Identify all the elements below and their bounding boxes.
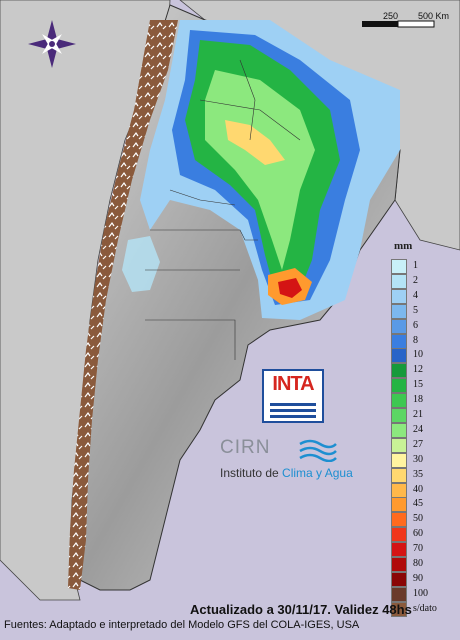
legend-swatch (391, 497, 407, 513)
legend-swatch (391, 557, 407, 572)
legend-item: 8 (391, 333, 460, 349)
legend-item: 4 (391, 288, 460, 304)
legend-item: 1 (391, 259, 460, 274)
legend-label: 30 (413, 453, 423, 465)
legend-label: 40 (413, 483, 423, 495)
precip-red (278, 278, 302, 298)
legend-label: 4 (413, 289, 418, 301)
legend-swatch (391, 288, 407, 304)
province-borders (145, 59, 301, 360)
institute-highlight: Clima y Agua (282, 466, 353, 480)
legend-label: 100 (413, 587, 428, 599)
legend-item: 10 (391, 348, 460, 364)
andes-no-data (68, 20, 178, 590)
legend-label: 27 (413, 438, 423, 450)
legend-swatch (391, 586, 407, 602)
legend-label: 10 (413, 349, 423, 361)
legend-swatch (391, 452, 407, 468)
legend-item: 2 (391, 273, 460, 289)
cirn-logo-text: CIRN (220, 437, 271, 458)
legend-label: 70 (413, 543, 423, 555)
update-validity-text: Actualizado a 30/11/17. Validez 48hs (190, 602, 412, 617)
inta-logo: INTA (262, 369, 324, 423)
scale-label-mid: 250 (383, 11, 399, 21)
legend-label: s/dato (413, 602, 437, 614)
precip-light-green (205, 70, 315, 270)
legend-label: 21 (413, 409, 423, 420)
legend-swatch (391, 467, 407, 483)
institute-name: Instituto de Clima y Agua (220, 466, 353, 480)
legend-item: 15 (391, 378, 460, 394)
compass-rose-icon (28, 20, 76, 68)
legend-swatch (391, 303, 407, 319)
institute-prefix: Instituto de (220, 466, 283, 480)
legend-swatch (391, 422, 407, 438)
legend-swatch (391, 601, 407, 617)
legend-item: 60 (391, 527, 460, 543)
water-waves-icon (299, 439, 337, 462)
scale-label-end: 500 Km (418, 11, 450, 21)
legend-label: 6 (413, 319, 418, 331)
scale-bar (362, 20, 435, 28)
inta-logo-text: INTA (272, 373, 314, 395)
legend-swatch (391, 318, 407, 334)
legend-label: 90 (413, 572, 423, 584)
legend-swatch (391, 527, 407, 543)
legend-swatch (391, 393, 407, 409)
legend-item: 21 (391, 408, 460, 423)
legend-label: 2 (413, 274, 418, 286)
legend-item: 35 (391, 467, 460, 483)
legend-item: 30 (391, 452, 460, 468)
legend-swatch (391, 542, 407, 558)
legend-item: 70 (391, 542, 460, 558)
legend-swatch (391, 363, 407, 379)
legend-item: 18 (391, 393, 460, 409)
legend-label: 60 (413, 528, 423, 540)
legend-unit: mm (394, 240, 413, 252)
legend-item: 80 (391, 557, 460, 572)
legend-label: 1 (413, 260, 418, 271)
legend-item: 24 (391, 422, 460, 438)
legend-swatch (391, 378, 407, 394)
legend-swatch (391, 259, 407, 274)
legend-label: 24 (413, 423, 423, 435)
legend-item: 6 (391, 318, 460, 334)
legend-label: 5 (413, 304, 418, 316)
legend-label: 15 (413, 379, 423, 391)
legend-item: 5 (391, 303, 460, 319)
legend-swatch (391, 512, 407, 528)
legend-swatch (391, 482, 407, 498)
legend-swatch (391, 273, 407, 289)
legend-item: 27 (391, 437, 460, 453)
legend-swatch (391, 333, 407, 349)
legend-swatch (391, 408, 407, 423)
precip-patagonia (122, 236, 160, 292)
legend-label: 50 (413, 513, 423, 525)
legend-item: 45 (391, 497, 460, 513)
legend-swatch (391, 437, 407, 453)
legend-label: 12 (413, 364, 423, 376)
legend-item: 50 (391, 512, 460, 528)
legend-swatch (391, 348, 407, 364)
legend-item: 90 (391, 571, 460, 587)
legend-item: 100 (391, 586, 460, 602)
legend-label: 80 (413, 558, 423, 569)
legend-label: 35 (413, 468, 423, 480)
legend-item: s/dato (391, 601, 460, 617)
legend-label: 8 (413, 334, 418, 346)
legend-label: 18 (413, 394, 423, 406)
legend-swatch (391, 571, 407, 587)
legend-label: 45 (413, 498, 423, 510)
legend-item: 40 (391, 482, 460, 498)
precip-yellow (225, 120, 285, 165)
sources-text: Fuentes: Adaptado e interpretado del Mod… (4, 619, 360, 631)
legend-item: 12 (391, 363, 460, 379)
